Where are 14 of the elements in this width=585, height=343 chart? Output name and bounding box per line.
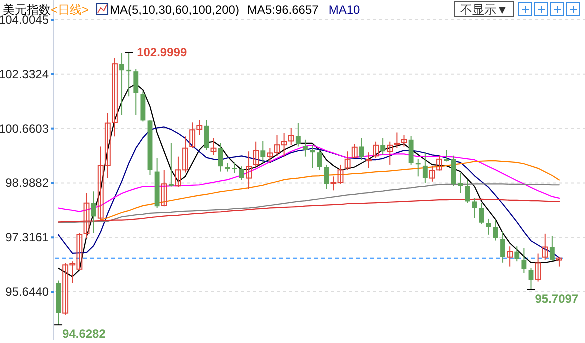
y-tick-label: 98.9882 [6,176,50,190]
chart-title: 美元指数 [3,3,51,17]
annotation: 不显示▼ [460,3,508,17]
annotation: 94.6282 [62,327,106,342]
text: MA5:96.6657 [247,3,320,17]
y-tick-label: 102.3324 [0,67,50,82]
y-tick-label: 97.3161 [6,230,50,245]
y-tick-label: 95.6440 [6,285,50,300]
text: MA10 [328,3,360,17]
annotation: 102.9999 [137,46,188,60]
annotation: 95.7097 [535,292,579,306]
chart-subtitle: <日线> [51,3,90,17]
y-tick-label: 100.6603 [0,122,50,136]
annotation: MA(5,10,30,60,100,200) [110,3,240,17]
